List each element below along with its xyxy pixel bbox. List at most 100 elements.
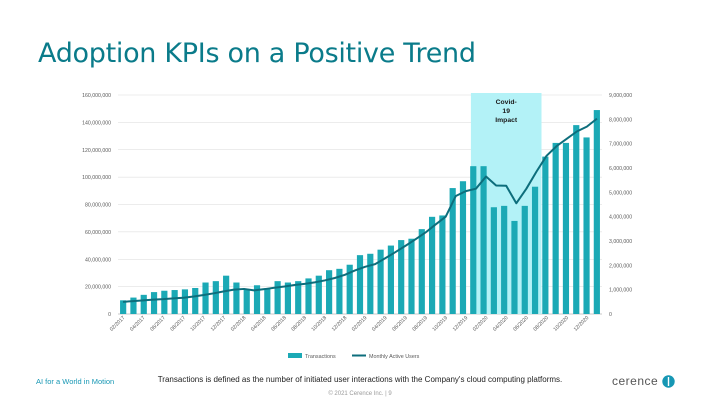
- transactions-bar: [243, 289, 250, 314]
- y-left-tick-label: 60,000,000: [85, 230, 111, 236]
- x-tick-label: 10/2017: [190, 315, 208, 333]
- transactions-bar: [387, 245, 394, 314]
- transactions-bar: [398, 240, 405, 314]
- x-tick-label: 04/2019: [371, 315, 389, 333]
- y-right-tick-label: 5,000,000: [609, 190, 632, 196]
- x-tick-label: 10/2019: [432, 315, 450, 333]
- logo-text: cerence: [612, 374, 659, 388]
- transactions-bar: [428, 216, 436, 314]
- transactions-bar: [336, 268, 343, 314]
- covid-impact-label-line: Covid-: [496, 99, 517, 106]
- y-left-tick-label: 40,000,000: [85, 257, 111, 263]
- transactions-bar: [274, 281, 281, 314]
- x-tick-label: 10/2020: [553, 315, 571, 333]
- slide-title: Adoption KPIs on a Positive Trend: [38, 38, 476, 69]
- transactions-bar: [161, 290, 168, 314]
- transactions-bar: [356, 255, 364, 314]
- covid-impact-label-line: 19: [502, 108, 510, 115]
- transactions-bar: [295, 281, 302, 314]
- transactions-bar: [367, 253, 374, 314]
- transactions-bar: [140, 294, 147, 314]
- x-tick-label: 06/2020: [512, 315, 530, 333]
- y-left-tick-label: 20,000,000: [85, 285, 111, 291]
- transactions-bar: [150, 292, 158, 314]
- transactions-bar: [511, 220, 518, 314]
- x-tick-label: 04/2020: [492, 315, 510, 333]
- transactions-bar: [181, 289, 189, 314]
- x-tick-label: 12/2017: [210, 315, 228, 333]
- y-left-tick-label: 120,000,000: [82, 148, 111, 154]
- y-right-tick-label: 8,000,000: [609, 117, 632, 123]
- y-right-tick-label: 9,000,000: [609, 93, 632, 99]
- y-left-tick-label: 0: [108, 312, 111, 318]
- transactions-bar: [449, 188, 456, 314]
- monthly-active-users-line: [122, 117, 598, 303]
- y-left-tick-label: 100,000,000: [82, 175, 111, 181]
- transactions-bar: [470, 166, 477, 314]
- x-tick-label: 12/2020: [573, 315, 591, 333]
- transactions-bar: [223, 275, 230, 314]
- transactions-bar: [212, 281, 219, 314]
- transactions-bar: [480, 166, 487, 314]
- y-right-tick-label: 4,000,000: [609, 215, 632, 221]
- legend-transactions-label: Transactions: [305, 354, 336, 360]
- tagline: AI for a World in Motion: [36, 377, 115, 386]
- legend: Transactions Monthly Active Users: [288, 353, 420, 360]
- transactions-bar: [408, 238, 415, 314]
- transactions-bar: [531, 186, 539, 314]
- x-axis-ticks: 02/2017 04/2017 06/2017 08/2017 10/2017 12/20…: [109, 315, 590, 333]
- transactions-bar: [130, 297, 137, 314]
- transactions-bar: [264, 287, 271, 314]
- x-tick-label: 12/2019: [452, 315, 470, 333]
- y-right-tick-label: 1,000,000: [609, 288, 632, 294]
- y-right-tick-label: 3,000,000: [609, 239, 632, 245]
- right-axis-ticks: 0 1,000,000 2,000,000 3,000,000 4,000,000 5,0…: [609, 93, 632, 318]
- transactions-bar: [284, 282, 292, 314]
- x-tick-label: 02/2017: [109, 315, 127, 333]
- x-tick-label: 02/2018: [230, 315, 248, 333]
- transactions-bar: [377, 249, 384, 314]
- transactions-bar: [542, 156, 549, 314]
- transactions-bar: [418, 229, 425, 314]
- transactions-bar: [583, 137, 590, 314]
- left-axis-ticks: 0 20,000,000 40,000,000 60,000,000 80,000,00…: [82, 93, 111, 318]
- x-tick-label: 08/2020: [532, 315, 550, 333]
- transactions-bar: [326, 270, 333, 314]
- transactions-bar: [171, 290, 178, 314]
- y-left-tick-label: 140,000,000: [82, 120, 111, 126]
- transactions-bar: [192, 287, 199, 314]
- copyright: © 2021 Cerence Inc. | 9: [328, 391, 392, 397]
- y-left-tick-label: 80,000,000: [85, 203, 111, 209]
- transactions-bar: [315, 275, 322, 314]
- y-right-tick-label: 6,000,000: [609, 166, 632, 172]
- footnote: Transactions is defined as the number of…: [157, 375, 563, 384]
- transactions-bar: [501, 205, 508, 314]
- transactions-bar: [202, 282, 209, 314]
- x-tick-label: 08/2017: [169, 315, 187, 333]
- transactions-bar: [346, 264, 353, 314]
- transactions-bar: [233, 282, 240, 314]
- x-tick-label: 06/2018: [270, 315, 288, 333]
- transactions-bar: [253, 285, 261, 314]
- x-tick-label: 08/2019: [411, 315, 429, 333]
- transactions-bar: [573, 125, 580, 314]
- transactions-bar: [490, 207, 497, 314]
- x-tick-label: 04/2018: [250, 315, 268, 333]
- x-tick-label: 12/2018: [331, 315, 349, 333]
- x-tick-label: 02/2019: [351, 315, 369, 333]
- logo-mark-icon: [662, 374, 675, 388]
- legend-mau-label: Monthly Active Users: [369, 354, 420, 360]
- x-tick-label: 08/2018: [290, 315, 308, 333]
- y-right-tick-label: 0: [609, 312, 612, 318]
- x-tick-label: 04/2017: [129, 315, 147, 333]
- transactions-bar: [593, 110, 600, 315]
- x-tick-label: 06/2017: [149, 315, 167, 333]
- transactions-bar: [562, 142, 570, 314]
- x-tick-label: 06/2019: [391, 315, 409, 333]
- y-right-tick-label: 2,000,000: [609, 263, 632, 269]
- legend-transactions-swatch: [288, 353, 302, 358]
- y-right-tick-label: 7,000,000: [609, 142, 632, 148]
- transactions-bar: [305, 278, 312, 314]
- x-tick-label: 10/2018: [311, 315, 329, 333]
